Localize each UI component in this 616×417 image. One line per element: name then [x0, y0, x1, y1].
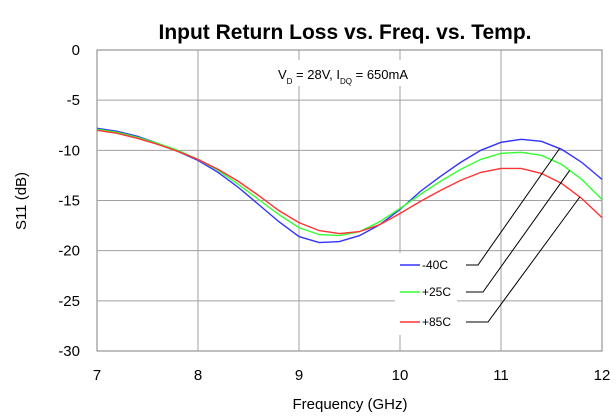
x-tick-label: 7 — [93, 367, 101, 384]
y-axis-label: S11 (dB) — [13, 172, 30, 230]
y-tick-label: -20 — [58, 243, 80, 260]
series-line-1 — [96, 128, 603, 237]
y-tick-label: 0 — [72, 42, 80, 59]
legend: -40C +25C +85C — [400, 148, 581, 329]
series-line-2 — [96, 129, 603, 235]
x-axis-label: Frequency (GHz) — [292, 396, 407, 413]
annotation-i-sub: DQ — [340, 77, 352, 86]
x-axis-ticks: 7 8 9 10 11 12 — [93, 367, 611, 384]
legend-label-1: +25C — [422, 285, 451, 299]
legend-leader-1 — [466, 170, 571, 293]
y-tick-label: -10 — [58, 142, 80, 159]
chart-title: Input Return Loss vs. Freq. vs. Temp. — [158, 21, 531, 44]
bias-annotation: VD = 28V, IDQ = 650mA — [278, 67, 408, 86]
annotation-v-sub: D — [287, 77, 293, 86]
grid — [97, 50, 602, 351]
annotation-v: V — [278, 67, 287, 82]
y-tick-label: -25 — [58, 293, 80, 310]
x-tick-label: 10 — [392, 367, 409, 384]
annotation-end: = 650mA — [352, 67, 408, 82]
x-tick-label: 9 — [295, 367, 303, 384]
x-tick-label: 11 — [493, 367, 509, 384]
legend-leader-0 — [466, 148, 561, 266]
legend-label-2: +85C — [422, 315, 451, 329]
annotation-mid: = 28V, I — [292, 67, 340, 82]
y-axis-ticks: 0 -5 -10 -15 -20 -25 -30 — [58, 42, 80, 360]
y-tick-label: -15 — [58, 193, 80, 210]
annotation-bg — [228, 60, 458, 86]
series-lines — [96, 127, 603, 244]
legend-leader-2 — [466, 196, 581, 323]
x-tick-label: 12 — [594, 367, 611, 384]
legend-label-0: -40C — [422, 258, 448, 272]
y-tick-label: -30 — [58, 343, 80, 360]
x-tick-label: 8 — [194, 367, 202, 384]
y-tick-label: -5 — [67, 92, 80, 109]
